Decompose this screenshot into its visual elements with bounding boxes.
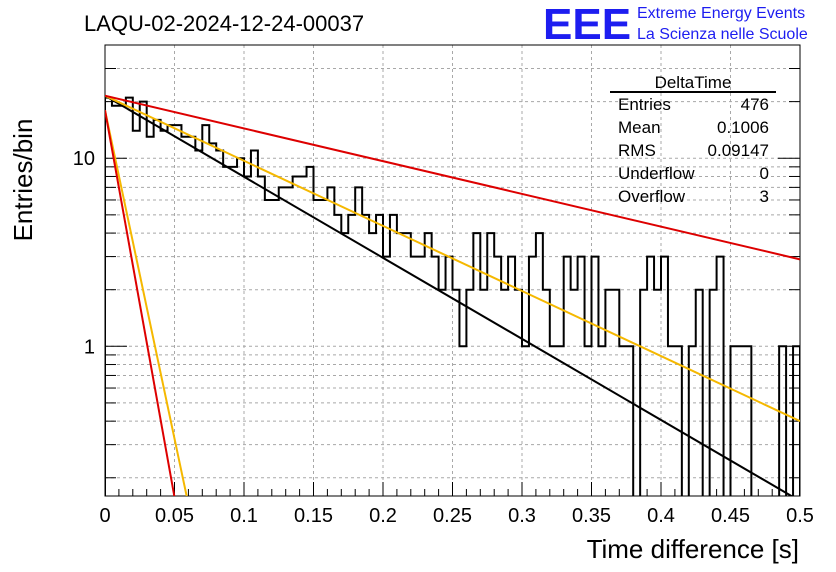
stats-value-3: 0	[760, 164, 769, 183]
logo-line2: La Scienza nelle Scuole	[637, 26, 808, 43]
fit-line-2	[105, 94, 800, 261]
fit-line-4	[105, 110, 176, 496]
stats-box: DeltaTime Entries 476 Mean 0.1006 RMS 0.09147…	[610, 73, 776, 206]
x-tick-label-7: 0.35	[572, 505, 611, 527]
y-tick-label-1: 10	[73, 148, 95, 170]
axis-ticks	[104, 67, 801, 496]
fit-line-0	[105, 94, 794, 496]
stats-rows: Entries 476 Mean 0.1006 RMS 0.09147 Underflow 0…	[618, 95, 769, 206]
stats-label-4: Overflow	[618, 187, 686, 206]
x-tick-label-5: 0.25	[433, 505, 472, 527]
x-tick-label-3: 0.15	[294, 505, 333, 527]
histogram-outline	[105, 96, 800, 496]
tick-labels: 0 0.05 0.1 0.15 0.2 0.25 0.3 0.35 0.4 0.45 0.5 1 10	[73, 148, 814, 527]
stats-label-3: Underflow	[618, 164, 695, 183]
stats-label-0: Entries	[618, 95, 671, 114]
fit-line-3	[105, 110, 188, 496]
logo-line1: Extreme Energy Events	[637, 5, 805, 22]
stats-value-1: 0.1006	[717, 118, 769, 137]
stats-label-2: RMS	[618, 141, 656, 160]
x-axis-label: Time difference [s]	[587, 534, 799, 564]
stats-value-2: 0.09147	[708, 141, 769, 160]
x-tick-label-10: 0.5	[786, 505, 814, 527]
chart-title: LAQU-02-2024-12-24-00037	[84, 11, 364, 36]
grid	[105, 45, 800, 496]
x-tick-label-4: 0.2	[369, 505, 397, 527]
fit-lines	[105, 94, 800, 496]
y-tick-label-0: 1	[84, 336, 95, 358]
stats-value-0: 476	[741, 95, 769, 114]
x-tick-label-0: 0	[99, 505, 110, 527]
x-tick-label-6: 0.3	[508, 505, 536, 527]
eee-logo: EEE Extreme Energy Events La Scienza nel…	[543, 0, 808, 49]
fit-line-1	[105, 94, 800, 423]
x-tick-label-1: 0.05	[155, 505, 194, 527]
stats-title: DeltaTime	[655, 73, 732, 92]
y-axis-label: Entries/bin	[8, 119, 38, 242]
stats-value-4: 3	[760, 187, 769, 206]
x-tick-label-9: 0.45	[711, 505, 750, 527]
logo-mark: EEE	[543, 0, 631, 49]
x-tick-label-8: 0.4	[647, 505, 675, 527]
x-tick-label-2: 0.1	[230, 505, 258, 527]
stats-label-1: Mean	[618, 118, 661, 137]
